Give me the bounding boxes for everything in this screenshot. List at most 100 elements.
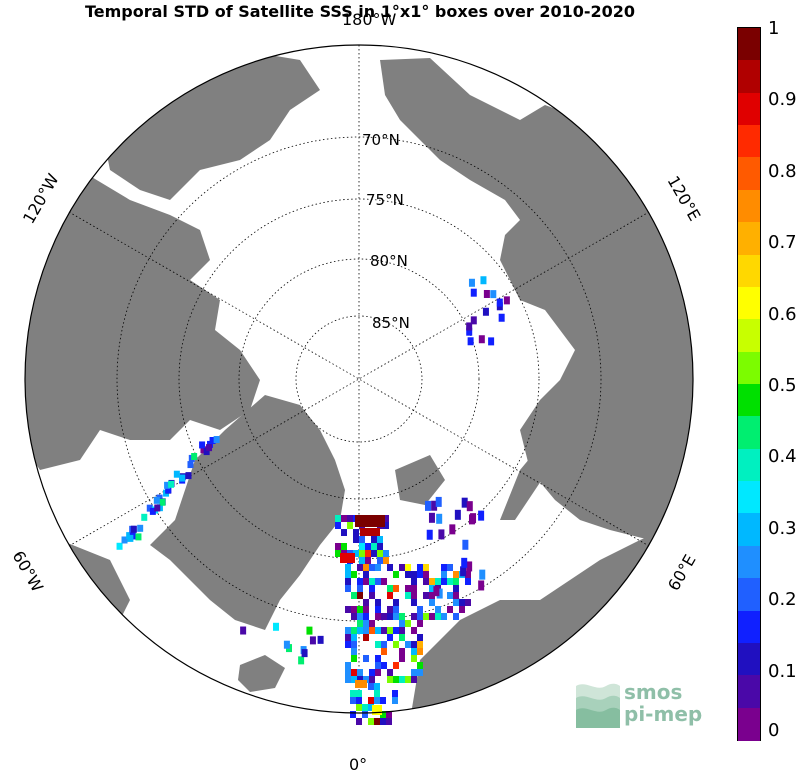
std-cell [392,690,398,697]
std-cell [399,564,405,571]
std-cell [386,711,392,718]
std-cell [417,606,423,613]
std-cell [405,676,411,683]
std-cell [369,669,375,676]
std-cell [387,613,393,620]
std-cell [429,585,435,592]
std-cell [417,613,423,620]
std-cell [353,536,359,543]
std-cell [369,627,375,634]
std-cell [435,496,442,507]
std-cell [399,620,405,627]
std-cell [393,613,399,620]
std-cell [351,648,357,655]
std-cell [387,669,393,676]
std-cell [351,655,357,662]
colorbar-segment [738,707,760,741]
std-cell [146,504,153,512]
std-cell [478,335,485,344]
std-cell [454,509,461,520]
std-cell [116,542,123,550]
map-boundary [24,44,694,714]
colorbar-segment [738,254,760,288]
std-cell [405,592,411,599]
std-cell [149,507,156,515]
std-cell [191,453,198,461]
std-cell [377,550,383,557]
std-cell [351,627,357,634]
std-cell [447,606,453,613]
std-cell [387,592,393,599]
std-cell [375,578,381,585]
std-cell [447,578,453,585]
std-cell [411,655,417,662]
std-cell [429,578,435,585]
std-cell [356,697,362,704]
std-cell [365,550,371,557]
std-cell [375,662,381,669]
std-cell [399,613,405,620]
std-cell [357,585,363,592]
std-cell [453,585,459,592]
std-cell [462,539,469,550]
std-cell [459,606,465,613]
std-cell [393,571,399,578]
std-cell [383,557,389,564]
std-cell [426,529,433,540]
meridian-label-0: 0° [349,755,367,771]
std-cell [480,276,487,285]
std-cell [341,543,347,550]
parallel-label-80: 80°N [370,252,408,270]
std-cell [377,557,383,564]
std-cell [301,649,308,658]
std-cell [317,635,324,644]
std-cell [345,627,351,634]
std-cell [347,515,353,522]
std-cell [375,627,381,634]
std-cell [411,648,417,655]
std-cell [417,620,423,627]
std-cell [428,512,435,523]
std-cell [363,606,369,613]
std-cell [417,634,423,641]
std-cell [345,669,351,676]
colorbar-tick-label: 0.1 [768,660,797,682]
std-cell [130,525,137,533]
std-cell [209,437,216,445]
std-cell [399,655,405,662]
colorbar-segment [738,60,760,94]
std-cell [503,296,510,305]
std-cell [411,578,417,585]
colorbar-segment [738,384,760,417]
std-cell [399,676,405,683]
std-cell [355,515,385,527]
std-cell [351,613,357,620]
std-cell [359,543,365,550]
parallel-80n [238,258,480,500]
std-cell [374,683,380,690]
std-cell [393,599,399,606]
std-cell [351,571,357,578]
std-cell [363,599,369,606]
std-cell [383,515,389,522]
parallel-70n [116,136,602,622]
std-cell [423,564,429,571]
meridian-label-180w: 180°W [342,10,397,29]
colorbar-segment [738,513,760,547]
std-cell [199,441,206,449]
std-cell [465,578,471,585]
std-cell [387,634,393,641]
std-cell [433,586,440,597]
std-cell [309,636,316,645]
std-cell [374,718,380,725]
std-cell [461,497,468,508]
std-cell [200,446,207,454]
parallel-label-70: 70°N [362,131,400,149]
std-cell [411,641,417,648]
std-cell [423,571,429,578]
std-cell [357,606,363,613]
std-cell [345,571,351,578]
std-cell [365,557,371,564]
std-cell [368,683,374,690]
std-cell [363,627,369,634]
